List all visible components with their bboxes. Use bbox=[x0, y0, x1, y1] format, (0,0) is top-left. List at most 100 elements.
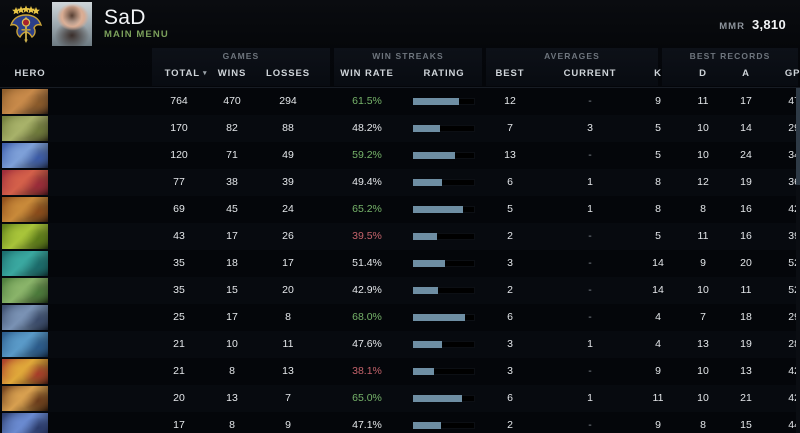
cell-losses: 26 bbox=[282, 230, 294, 242]
cell-k: 11 bbox=[652, 392, 664, 404]
column-header-rating[interactable]: RATING bbox=[423, 68, 465, 79]
cell-a: 15 bbox=[740, 419, 752, 431]
header-group-win-streaks: WIN STREAKS bbox=[334, 48, 482, 86]
column-header-wins[interactable]: WINS bbox=[217, 68, 247, 79]
column-header-avg-d[interactable]: D bbox=[699, 68, 707, 79]
column-header-losses[interactable]: LOSSES bbox=[266, 68, 310, 79]
header-divider bbox=[0, 87, 800, 88]
rating-bar bbox=[413, 179, 475, 186]
cell-gpm: 349 bbox=[788, 149, 800, 161]
hero-portrait-icon[interactable] bbox=[2, 197, 48, 222]
cell-total: 77 bbox=[173, 176, 185, 188]
cell-a: 14 bbox=[740, 122, 752, 134]
cell-gpm: 296 bbox=[788, 311, 800, 323]
column-header-total[interactable]: TOTAL ▾ bbox=[155, 68, 217, 79]
vertical-scrollbar[interactable] bbox=[796, 88, 800, 433]
hero-portrait-icon[interactable] bbox=[2, 251, 48, 276]
mmr-display: MMR 3,810 bbox=[719, 17, 786, 32]
cell-total: 20 bbox=[173, 392, 185, 404]
cell-k: 4 bbox=[655, 311, 661, 323]
cell-winrate: 68.0% bbox=[352, 311, 382, 323]
rating-bar-fill bbox=[413, 179, 443, 186]
hero-portrait-icon[interactable] bbox=[2, 116, 48, 141]
cell-current: - bbox=[588, 284, 592, 296]
cell-d: 9 bbox=[700, 257, 706, 269]
hero-portrait-icon[interactable] bbox=[2, 224, 48, 249]
cell-current: - bbox=[588, 95, 592, 107]
cell-best: 12 bbox=[504, 95, 516, 107]
cell-d: 10 bbox=[697, 284, 709, 296]
cell-losses: 49 bbox=[282, 149, 294, 161]
cell-gpm: 393 bbox=[788, 230, 800, 242]
hero-portrait-icon[interactable] bbox=[2, 332, 48, 357]
cell-k: 5 bbox=[655, 230, 661, 242]
cell-wins: 17 bbox=[226, 311, 238, 323]
column-header-hero[interactable]: HERO bbox=[14, 68, 46, 79]
cell-current: - bbox=[588, 365, 592, 377]
hero-portrait-icon[interactable] bbox=[2, 413, 48, 433]
cell-winrate: 39.5% bbox=[352, 230, 382, 242]
column-header-avg-a[interactable]: A bbox=[742, 68, 750, 79]
column-header-best[interactable]: BEST bbox=[495, 68, 525, 79]
hero-portrait-icon[interactable] bbox=[2, 305, 48, 330]
rating-bar-fill bbox=[413, 368, 435, 375]
profile-header: SaD MAIN MENU MMR 3,810 bbox=[0, 0, 800, 48]
cell-winrate: 65.0% bbox=[352, 392, 382, 404]
rating-bar bbox=[413, 314, 475, 321]
rating-bar-fill bbox=[413, 341, 442, 348]
column-header-avg-k[interactable]: K bbox=[654, 68, 662, 79]
hero-portrait-icon[interactable] bbox=[2, 278, 48, 303]
cell-current: - bbox=[588, 419, 592, 431]
cell-current: 1 bbox=[587, 176, 593, 188]
rating-bar-fill bbox=[413, 260, 446, 267]
cell-losses: 13 bbox=[282, 365, 294, 377]
cell-winrate: 65.2% bbox=[352, 203, 382, 215]
cell-current: - bbox=[588, 230, 592, 242]
cell-winrate: 61.5% bbox=[352, 95, 382, 107]
cell-losses: 39 bbox=[282, 176, 294, 188]
cell-current: - bbox=[588, 257, 592, 269]
cell-total: 170 bbox=[170, 122, 188, 134]
player-avatar[interactable] bbox=[52, 2, 92, 46]
cell-d: 10 bbox=[697, 122, 709, 134]
header-group-win-streaks-title: WIN STREAKS bbox=[372, 51, 444, 61]
hero-portrait-icon[interactable] bbox=[2, 89, 48, 114]
cell-best: 5 bbox=[507, 203, 513, 215]
cell-total: 25 bbox=[173, 311, 185, 323]
rating-bar bbox=[413, 206, 475, 213]
header-group-best-records: BEST RECORDS bbox=[662, 48, 798, 86]
hero-portrait-icon[interactable] bbox=[2, 143, 48, 168]
column-header-winrate[interactable]: WIN RATE bbox=[340, 68, 394, 79]
cell-k: 14 bbox=[652, 284, 664, 296]
cell-losses: 88 bbox=[282, 122, 294, 134]
scrollbar-thumb[interactable] bbox=[796, 88, 800, 185]
cell-losses: 8 bbox=[285, 311, 291, 323]
header-group-averages: AVERAGES bbox=[486, 48, 658, 86]
cell-best: 13 bbox=[504, 149, 516, 161]
hero-portrait-icon[interactable] bbox=[2, 386, 48, 411]
cell-d: 12 bbox=[697, 176, 709, 188]
hero-portrait-icon[interactable] bbox=[2, 170, 48, 195]
rating-bar bbox=[413, 341, 475, 348]
cell-wins: 8 bbox=[229, 365, 235, 377]
column-header-avg-gpm[interactable]: GPM bbox=[784, 68, 800, 79]
cell-a: 17 bbox=[740, 95, 752, 107]
header-group-games: GAMES bbox=[152, 48, 330, 86]
cell-k: 9 bbox=[655, 419, 661, 431]
column-header-current[interactable]: CURRENT bbox=[563, 68, 617, 79]
hero-portrait-icon[interactable] bbox=[2, 359, 48, 384]
main-menu-link[interactable]: MAIN MENU bbox=[104, 29, 169, 40]
